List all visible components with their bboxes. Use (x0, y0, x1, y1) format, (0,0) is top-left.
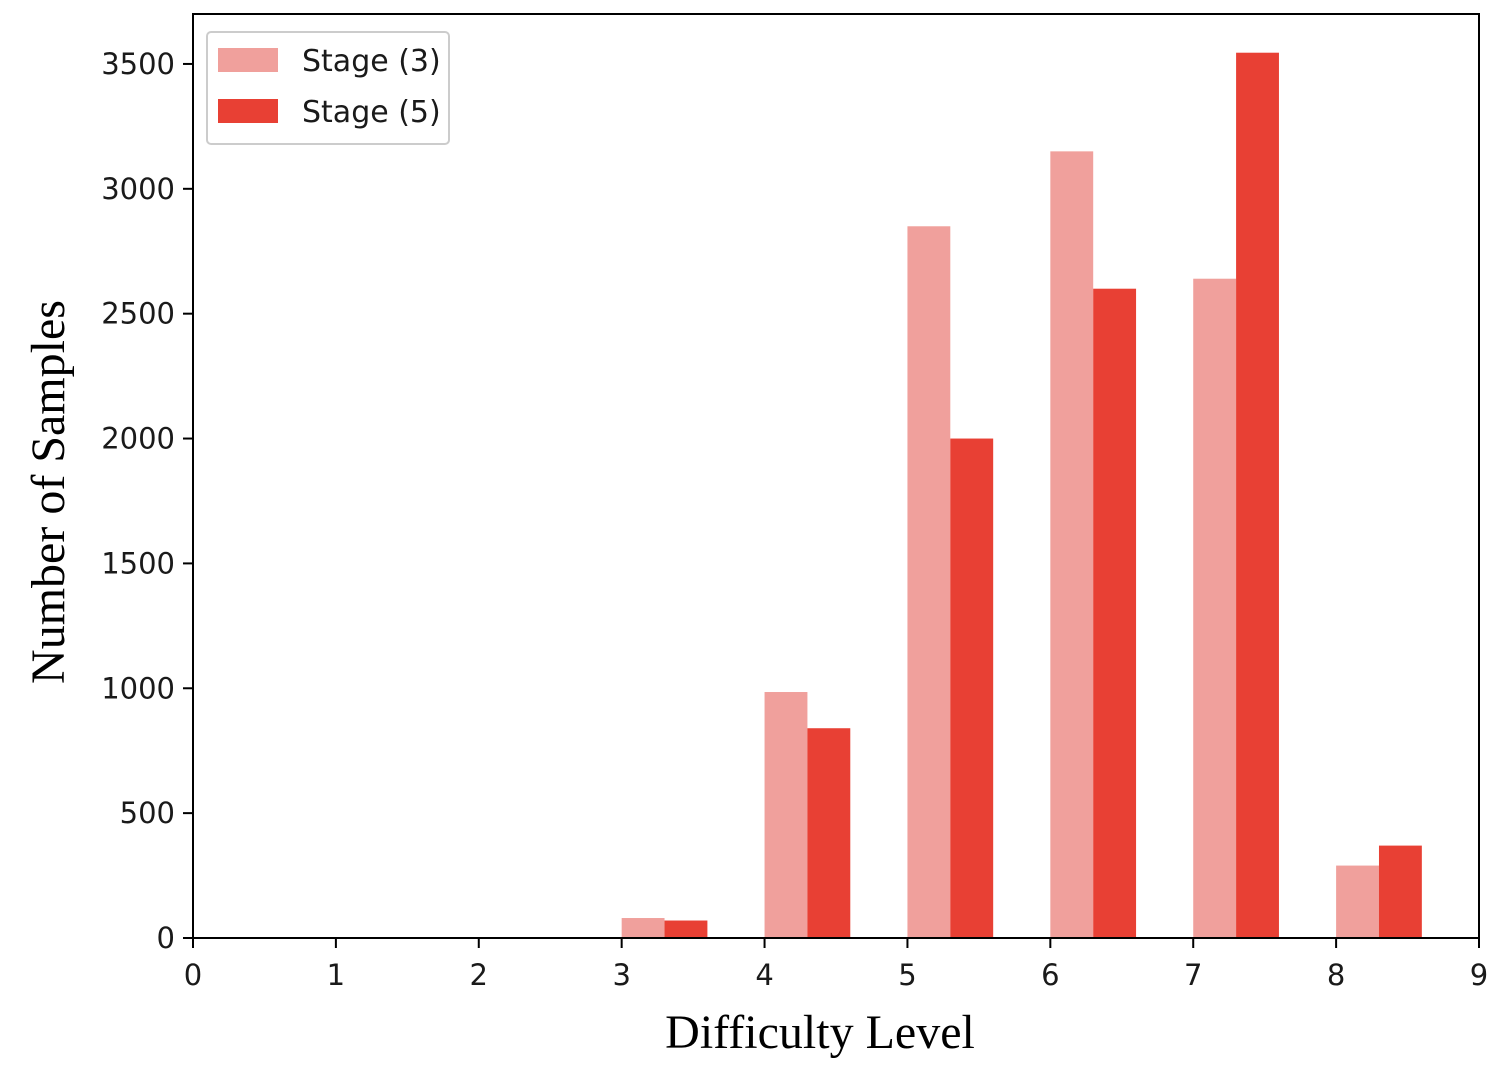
legend-swatch-stage-5 (218, 99, 278, 123)
bar-stage-5-level-6 (1093, 288, 1137, 938)
legend-swatch-stage-3 (218, 48, 278, 72)
y-tick-label: 3500 (101, 47, 175, 81)
y-tick-label: 3000 (101, 172, 175, 206)
bar-stage-3-level-3 (621, 918, 665, 938)
legend-label-stage-3: Stage (3) (302, 44, 441, 79)
bar-stage-5-level-8 (1378, 845, 1422, 938)
x-tick-label: 0 (184, 958, 202, 992)
y-tick-label: 1000 (101, 671, 175, 705)
x-tick-label: 2 (470, 958, 488, 992)
y-axis-title: Number of Samples (22, 300, 75, 684)
x-tick-label: 9 (1470, 958, 1488, 992)
bar-stage-5-level-7 (1236, 52, 1279, 938)
bar-stage-3-level-7 (1193, 278, 1237, 938)
bars-group (621, 52, 1422, 939)
y-axis: 0 500 1000 1500 2000 2500 3000 3500 (101, 14, 194, 955)
x-tick-label: 8 (1327, 958, 1345, 992)
bar-stage-3-level-4 (764, 692, 808, 938)
bar-stage-3-level-6 (1050, 151, 1094, 939)
y-tick-label: 2000 (101, 422, 175, 456)
x-axis: 0 1 2 3 4 5 6 7 8 9 (184, 937, 1488, 992)
bar-stage-5-level-3 (664, 920, 708, 938)
x-axis-title: Difficulty Level (665, 1006, 975, 1059)
y-tick-label: 2500 (101, 297, 175, 331)
legend-label-stage-5: Stage (5) (302, 95, 441, 130)
x-tick-label: 4 (755, 958, 773, 992)
y-tick-label: 0 (157, 921, 175, 955)
bar-stage-3-level-5 (907, 226, 951, 938)
bar-stage-5-level-4 (807, 728, 851, 938)
x-tick-label: 3 (612, 958, 630, 992)
x-tick-label: 1 (327, 958, 345, 992)
legend: Stage (3) Stage (5) (206, 31, 450, 145)
bar-stage-5-level-5 (950, 438, 994, 938)
y-tick-label: 1500 (101, 546, 175, 580)
x-tick-label: 5 (898, 958, 916, 992)
bar-stage-3-level-8 (1336, 865, 1379, 938)
y-tick-label: 500 (120, 796, 175, 830)
x-tick-label: 7 (1184, 958, 1202, 992)
x-tick-label: 6 (1041, 958, 1059, 992)
